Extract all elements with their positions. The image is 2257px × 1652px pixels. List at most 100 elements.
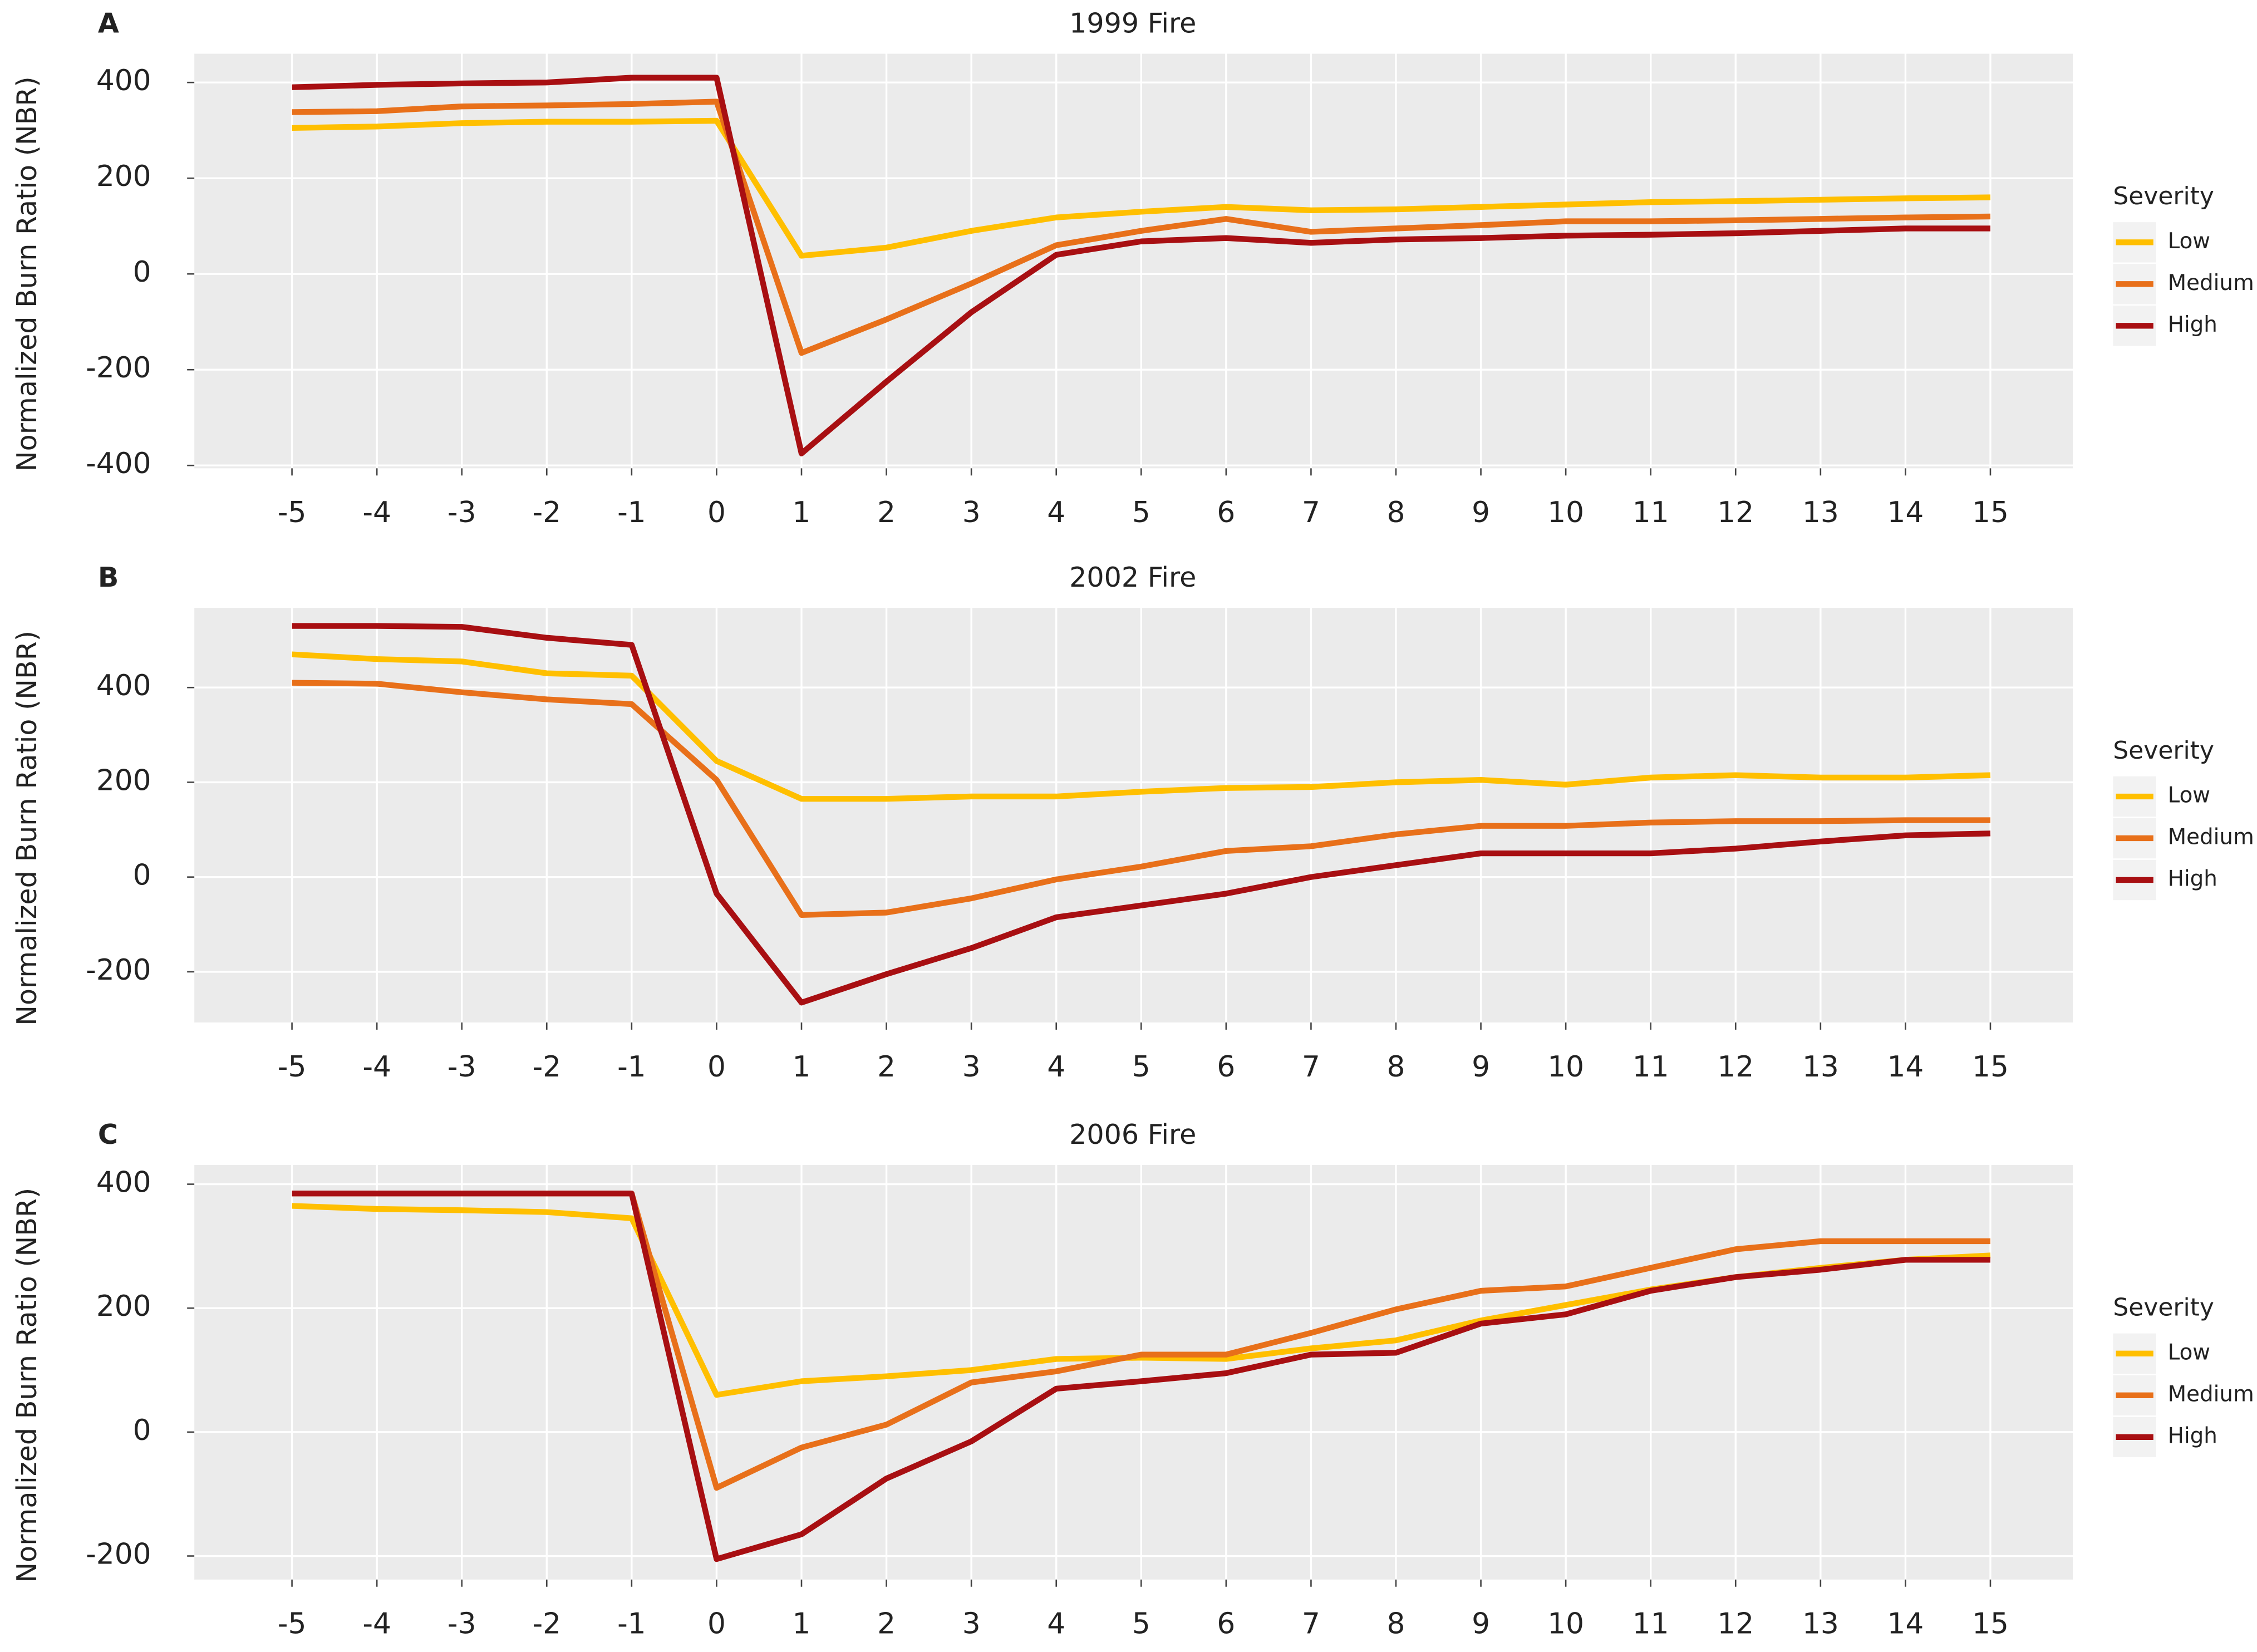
x-tick-label: 6 — [1217, 1607, 1235, 1641]
x-tick-label: 5 — [1132, 1050, 1150, 1084]
x-tick-label: -2 — [533, 496, 562, 529]
x-tick-label: 3 — [962, 1050, 981, 1084]
x-tick-label: -3 — [448, 1607, 476, 1641]
x-tick-label: -3 — [448, 1050, 476, 1084]
x-tick-label: 5 — [1132, 496, 1150, 529]
x-tick-label: -4 — [362, 1050, 391, 1084]
series-line — [292, 1191, 1990, 1562]
x-tick-label: 6 — [1217, 496, 1235, 529]
x-tick-label: 15 — [1972, 496, 2009, 529]
series-line — [292, 75, 1990, 456]
x-tick-label: 4 — [1047, 496, 1065, 529]
y-tick-label: 0 — [133, 859, 151, 892]
panel-label: C — [98, 1118, 118, 1150]
legend-title: Severity — [2113, 182, 2214, 210]
y-tick-label: 200 — [96, 764, 151, 797]
x-tick-label: -4 — [362, 496, 391, 529]
x-tick-label: -5 — [278, 1607, 307, 1641]
x-tick-label: 3 — [962, 1607, 981, 1641]
legend-label: Medium — [2168, 271, 2254, 296]
series-line — [292, 99, 1991, 356]
x-tick-label: -4 — [362, 1607, 391, 1641]
x-tick-label: 14 — [1887, 496, 1924, 529]
x-tick-label: 8 — [1387, 1607, 1405, 1641]
plot-background — [194, 1165, 2073, 1580]
x-tick-label: -1 — [617, 1607, 646, 1641]
x-tick-label: 5 — [1132, 1607, 1150, 1641]
y-tick-label: 200 — [96, 1290, 151, 1323]
x-tick-label: 10 — [1547, 1607, 1584, 1641]
plot-background — [194, 608, 2073, 1023]
x-tick-label: 11 — [1632, 1607, 1669, 1641]
legend-title: Severity — [2113, 736, 2214, 765]
y-tick-label: -200 — [86, 351, 151, 385]
x-tick-label: 2 — [877, 1050, 896, 1084]
y-axis-label: Normalized Burn Ratio (NBR) — [11, 631, 43, 1026]
y-tick-label: 0 — [133, 1414, 151, 1447]
x-tick-label: 12 — [1717, 1050, 1754, 1084]
x-tick-label: 14 — [1887, 1050, 1924, 1084]
x-tick-label: 11 — [1632, 496, 1669, 529]
x-tick-label: 8 — [1387, 1050, 1405, 1084]
legend-label: High — [2168, 866, 2217, 891]
x-tick-label: 8 — [1387, 496, 1405, 529]
x-tick-label: 10 — [1547, 496, 1584, 529]
y-tick-label: 200 — [96, 160, 151, 193]
x-tick-label: -1 — [617, 496, 646, 529]
y-tick-label: -400 — [86, 447, 151, 480]
x-tick-label: 10 — [1547, 1050, 1584, 1084]
x-tick-label: 9 — [1472, 496, 1490, 529]
x-tick-label: -2 — [533, 1607, 562, 1641]
y-axis-label: Normalized Burn Ratio (NBR) — [11, 1188, 43, 1583]
series-line — [292, 623, 1991, 1006]
x-tick-label: 7 — [1302, 1607, 1320, 1641]
x-tick-label: 3 — [962, 496, 981, 529]
x-tick-label: 6 — [1217, 1050, 1235, 1084]
chart-title: 1999 Fire — [1069, 7, 1196, 39]
y-tick-label: 400 — [96, 669, 151, 702]
legend-label: Low — [2168, 229, 2210, 254]
x-tick-label: 13 — [1802, 496, 1839, 529]
x-tick-label: 13 — [1802, 1050, 1839, 1084]
x-tick-label: 12 — [1717, 1607, 1754, 1641]
legend-label: Medium — [2168, 824, 2254, 849]
x-tick-label: 15 — [1972, 1050, 2009, 1084]
x-tick-label: 0 — [707, 496, 726, 529]
x-tick-label: -5 — [278, 1050, 307, 1084]
x-tick-label: -2 — [533, 1050, 562, 1084]
chart-title: 2006 Fire — [1069, 1118, 1196, 1150]
x-tick-label: -3 — [448, 496, 476, 529]
panel-label: B — [98, 561, 119, 593]
legend-title: Severity — [2113, 1294, 2214, 1322]
legend-label: Low — [2168, 1340, 2210, 1365]
x-tick-label: 15 — [1972, 1607, 2009, 1641]
x-tick-label: 7 — [1302, 1050, 1320, 1084]
x-tick-label: 13 — [1802, 1607, 1839, 1641]
legend-label: High — [2168, 1423, 2217, 1448]
x-tick-label: 1 — [793, 1050, 811, 1084]
y-tick-label: -200 — [86, 1538, 151, 1571]
series-line — [292, 117, 1991, 259]
y-tick-label: -200 — [86, 953, 151, 987]
x-tick-label: 4 — [1047, 1607, 1065, 1641]
x-tick-label: 14 — [1887, 1607, 1924, 1641]
legend-label: High — [2168, 312, 2217, 337]
x-tick-label: 1 — [793, 496, 811, 529]
x-tick-label: 2 — [877, 496, 896, 529]
plot-background — [194, 53, 2073, 469]
x-tick-label: 0 — [707, 1050, 726, 1084]
legend-label: Medium — [2168, 1381, 2254, 1407]
x-tick-label: 11 — [1632, 1050, 1669, 1084]
x-tick-label: 4 — [1047, 1050, 1065, 1084]
series-line — [292, 680, 1990, 918]
y-tick-label: 400 — [96, 1166, 151, 1199]
x-tick-label: -1 — [617, 1050, 646, 1084]
y-tick-label: 400 — [96, 64, 151, 97]
x-tick-label: 2 — [877, 1607, 896, 1641]
x-tick-label: 9 — [1472, 1050, 1490, 1084]
